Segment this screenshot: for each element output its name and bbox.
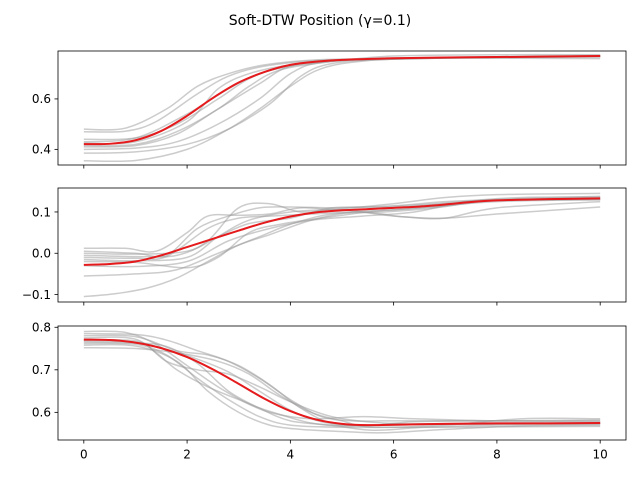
sample-series-line bbox=[83, 192, 601, 262]
y-tick-label: −0.1 bbox=[22, 288, 51, 302]
sample-series-line bbox=[83, 342, 601, 429]
subplot-1-x-axis bbox=[83, 165, 601, 169]
barycenter-line bbox=[83, 338, 601, 427]
subplot-1-frame bbox=[57, 50, 627, 166]
x-tick-label: 4 bbox=[287, 448, 295, 462]
subplot-2: −0.1 0.0 0.1 bbox=[22, 187, 627, 306]
x-tick-label: 6 bbox=[390, 448, 398, 462]
y-tick-label: 0.7 bbox=[32, 363, 51, 377]
subplot-2-samples bbox=[83, 192, 601, 298]
sample-series-line bbox=[83, 195, 601, 255]
subplot-2-x-axis bbox=[83, 302, 601, 306]
subplot-3-y-axis: 0.6 0.7 0.8 bbox=[32, 321, 58, 420]
sample-series-line bbox=[83, 202, 601, 258]
x-tick-label: 8 bbox=[493, 448, 501, 462]
subplot-2-y-axis: −0.1 0.0 0.1 bbox=[22, 205, 58, 302]
x-tick-label: 10 bbox=[593, 448, 608, 462]
sample-series-line bbox=[83, 55, 601, 133]
chart-title: Soft-DTW Position (γ=0.1) bbox=[229, 13, 411, 29]
subplot-1-y-axis: 0.4 0.6 bbox=[32, 92, 58, 157]
sample-series-line bbox=[83, 55, 601, 151]
subplot-2-barycenter-group bbox=[83, 197, 601, 266]
sample-series-line bbox=[83, 341, 601, 431]
x-tick-label: 2 bbox=[183, 448, 191, 462]
subplot-1: 0.4 0.6 bbox=[32, 50, 627, 169]
sample-series-line bbox=[83, 53, 601, 147]
subplot-1-samples bbox=[83, 53, 601, 163]
subplot-3-samples bbox=[83, 330, 601, 434]
y-tick-label: 0.1 bbox=[32, 205, 51, 219]
sample-series-line bbox=[83, 197, 601, 258]
subplot-1-barycenter-group bbox=[83, 55, 601, 146]
subplot-3-frame bbox=[57, 325, 627, 441]
barycenter-line bbox=[83, 55, 601, 146]
sample-series-line bbox=[83, 55, 601, 148]
y-tick-label: 0.6 bbox=[32, 406, 51, 420]
sample-series-line bbox=[83, 57, 601, 143]
sample-series-line bbox=[83, 198, 601, 298]
x-tick-label: 0 bbox=[80, 448, 88, 462]
y-tick-label: 0.0 bbox=[32, 247, 51, 261]
y-tick-label: 0.6 bbox=[32, 92, 51, 106]
sample-series-line bbox=[83, 55, 601, 154]
sample-series-line bbox=[83, 343, 601, 434]
y-tick-label: 0.4 bbox=[32, 143, 51, 157]
barycenter-line bbox=[83, 197, 601, 266]
subplot-2-frame bbox=[57, 187, 627, 303]
y-tick-label: 0.8 bbox=[32, 321, 51, 335]
subplot-3-x-axis: 0 2 4 6 8 10 bbox=[80, 440, 608, 462]
subplot-3-barycenter-group bbox=[83, 338, 601, 427]
subplot-3: 0.6 0.7 0.8 0 2 4 6 8 10 bbox=[32, 321, 627, 462]
sample-series-line bbox=[83, 346, 601, 429]
